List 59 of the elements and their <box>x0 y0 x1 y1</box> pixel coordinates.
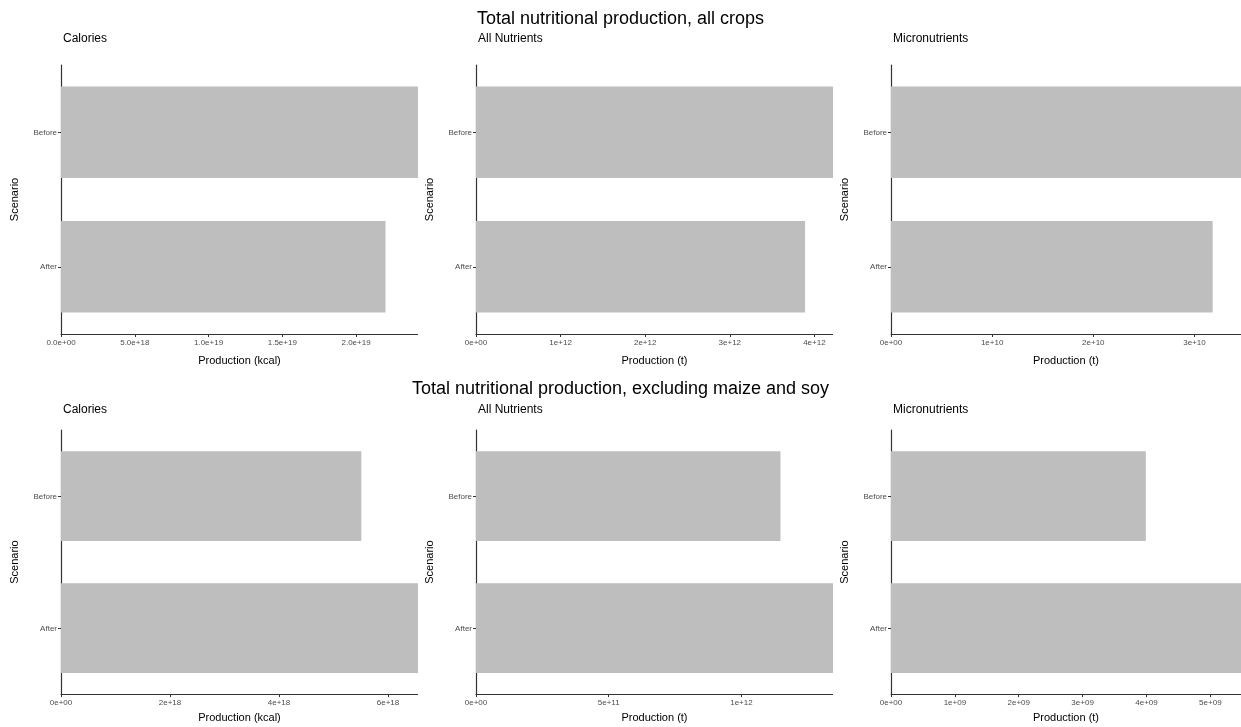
x-tick-label: 4e+09 <box>1135 697 1159 707</box>
y-tick-label: Before <box>33 491 58 501</box>
x-tick-label: 5e+11 <box>597 697 621 707</box>
x-tick-label: 0e+00 <box>49 697 73 707</box>
y-tick-label: After <box>455 262 473 272</box>
x-tick-label: 1.5e+19 <box>267 337 298 347</box>
y-tick-label: After <box>40 262 58 272</box>
x-tick-label: 5e+09 <box>1199 697 1223 707</box>
x-tick-label: 2e+10 <box>1082 337 1106 347</box>
chart-title: All Nutrients <box>478 402 543 416</box>
x-tick-label: 4e+18 <box>267 697 291 707</box>
x-tick-label: 3e+10 <box>1183 337 1207 347</box>
x-tick-label: 3e+12 <box>718 337 742 347</box>
x-tick-label: 0e+00 <box>879 697 903 707</box>
chart-title: Micronutrients <box>893 31 969 45</box>
x-tick-label: 3e+09 <box>1071 697 1095 707</box>
x-axis-title: Production (t) <box>621 710 688 723</box>
x-axis-title: Production (t) <box>1032 353 1100 366</box>
x-tick-label: 0.0e+00 <box>46 337 77 347</box>
chart-title: All Nutrients <box>478 31 543 45</box>
chart-title: Micronutrients <box>893 402 969 416</box>
x-tick-label: 1e+10 <box>980 337 1004 347</box>
x-tick-label: 1.0e+19 <box>193 337 224 347</box>
x-tick-label: 1e+12 <box>730 697 754 707</box>
y-axis-title: Scenario <box>422 177 435 222</box>
x-tick-label: 0e+00 <box>464 337 488 347</box>
x-tick-label: 5.0e+18 <box>120 337 150 347</box>
x-tick-label: 0e+00 <box>464 697 488 707</box>
y-axis-title: Scenario <box>422 540 435 584</box>
y-axis-title: Scenario <box>7 177 20 222</box>
y-axis-title: Scenario <box>837 177 850 222</box>
x-tick-label: 1e+09 <box>943 697 967 707</box>
text: Total nutritional production, all crops <box>476 8 765 28</box>
x-tick-label: 4e+12 <box>803 337 827 347</box>
x-axis-title: Production (t) <box>621 353 688 366</box>
x-axis-title: Production (t) <box>1032 710 1100 723</box>
text: Total nutritional production, excluding maize and soy <box>411 378 830 398</box>
x-tick-label: 2.0e+19 <box>341 337 372 347</box>
y-tick-label: After <box>40 623 58 633</box>
x-tick-label: 2e+12 <box>633 337 657 347</box>
y-tick-label: Before <box>863 127 888 137</box>
y-tick-label: After <box>870 262 888 272</box>
x-tick-label: 2e+09 <box>1007 697 1031 707</box>
y-axis-title: Scenario <box>837 540 850 584</box>
x-axis-title: Production (kcal) <box>198 710 281 723</box>
x-tick-label: 1e+12 <box>549 337 573 347</box>
y-tick-label: After <box>870 623 888 633</box>
x-tick-label: 2e+18 <box>158 697 182 707</box>
x-tick-label: 6e+18 <box>376 697 400 707</box>
y-tick-label: Before <box>448 127 473 137</box>
y-tick-label: Before <box>863 491 888 501</box>
chart-title: Calories <box>63 31 108 45</box>
y-tick-label: Before <box>33 127 58 137</box>
x-axis-title: Production (kcal) <box>198 353 281 366</box>
chart-title: Calories <box>63 402 108 416</box>
y-tick-label: After <box>455 623 473 633</box>
x-tick-label: 0e+00 <box>879 337 903 347</box>
y-tick-label: Before <box>448 491 473 501</box>
y-axis-title: Scenario <box>7 540 20 584</box>
